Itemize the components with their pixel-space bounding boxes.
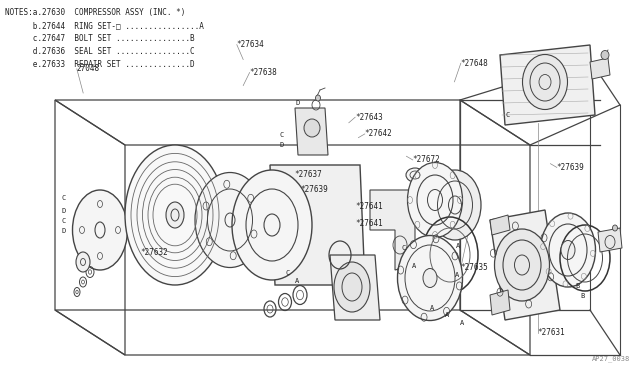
Ellipse shape [429, 170, 481, 240]
Text: D: D [295, 100, 300, 106]
Polygon shape [330, 255, 380, 320]
Text: *27648: *27648 [461, 59, 488, 68]
Text: D: D [62, 228, 67, 234]
Text: *27635: *27635 [461, 263, 488, 272]
Polygon shape [270, 165, 365, 285]
Ellipse shape [522, 55, 568, 109]
Ellipse shape [72, 190, 127, 270]
Text: A: A [456, 243, 460, 249]
Ellipse shape [541, 213, 595, 287]
Text: *27641: *27641 [355, 202, 383, 211]
Ellipse shape [76, 252, 90, 272]
Text: *27639: *27639 [557, 163, 584, 172]
Text: *27637: *27637 [294, 170, 322, 179]
Text: A: A [460, 320, 464, 326]
Ellipse shape [423, 269, 437, 288]
Text: *27638: *27638 [250, 68, 277, 77]
Text: *27632: *27632 [141, 248, 168, 257]
Ellipse shape [601, 51, 609, 60]
Text: A: A [445, 312, 449, 318]
Text: *27642: *27642 [365, 129, 392, 138]
Text: 27048: 27048 [77, 64, 100, 73]
Text: C: C [505, 112, 509, 118]
Text: A: A [455, 272, 460, 278]
Text: e.27633  REPAIR SET ..............D: e.27633 REPAIR SET ..............D [5, 60, 195, 69]
Ellipse shape [334, 262, 370, 312]
Ellipse shape [195, 173, 265, 267]
Text: C: C [285, 270, 289, 276]
Polygon shape [598, 228, 622, 252]
Polygon shape [490, 215, 510, 235]
Ellipse shape [166, 202, 184, 228]
Text: *27631: *27631 [538, 328, 565, 337]
Polygon shape [490, 210, 560, 320]
Text: *27672: *27672 [413, 155, 440, 164]
Polygon shape [500, 45, 595, 125]
Text: NOTES:a.27630  COMPRESSOR ASSY (INC. *): NOTES:a.27630 COMPRESSOR ASSY (INC. *) [5, 8, 186, 17]
Text: C: C [280, 132, 284, 138]
Text: C: C [402, 245, 406, 251]
Polygon shape [490, 290, 510, 315]
Ellipse shape [316, 95, 321, 101]
Text: *27643: *27643 [355, 113, 383, 122]
Text: *27641: *27641 [355, 219, 383, 228]
Text: C: C [62, 195, 67, 201]
Text: AP27_0038: AP27_0038 [592, 355, 630, 362]
Text: d.27636  SEAL SET ................C: d.27636 SEAL SET ................C [5, 47, 195, 56]
Ellipse shape [408, 163, 463, 237]
Polygon shape [590, 58, 610, 79]
Text: *27639: *27639 [301, 185, 328, 194]
Polygon shape [295, 108, 328, 155]
Text: *27634: *27634 [237, 40, 264, 49]
Text: c.27647  BOLT SET ................B: c.27647 BOLT SET ................B [5, 34, 195, 43]
Text: A: A [430, 305, 435, 311]
Text: b.27644  RING SET-□ ................A: b.27644 RING SET-□ ................A [5, 21, 204, 30]
Polygon shape [370, 190, 415, 270]
Ellipse shape [397, 235, 463, 321]
Ellipse shape [495, 229, 550, 301]
Text: D: D [62, 208, 67, 214]
Text: C: C [62, 218, 67, 224]
Text: A: A [295, 278, 300, 284]
Ellipse shape [612, 225, 618, 231]
Text: B: B [580, 293, 584, 299]
Text: B: B [575, 283, 579, 289]
Text: A: A [412, 263, 416, 269]
Ellipse shape [561, 241, 575, 260]
Ellipse shape [406, 168, 424, 182]
Ellipse shape [304, 119, 320, 137]
Ellipse shape [125, 145, 225, 285]
Ellipse shape [232, 170, 312, 280]
Text: D: D [280, 142, 284, 148]
